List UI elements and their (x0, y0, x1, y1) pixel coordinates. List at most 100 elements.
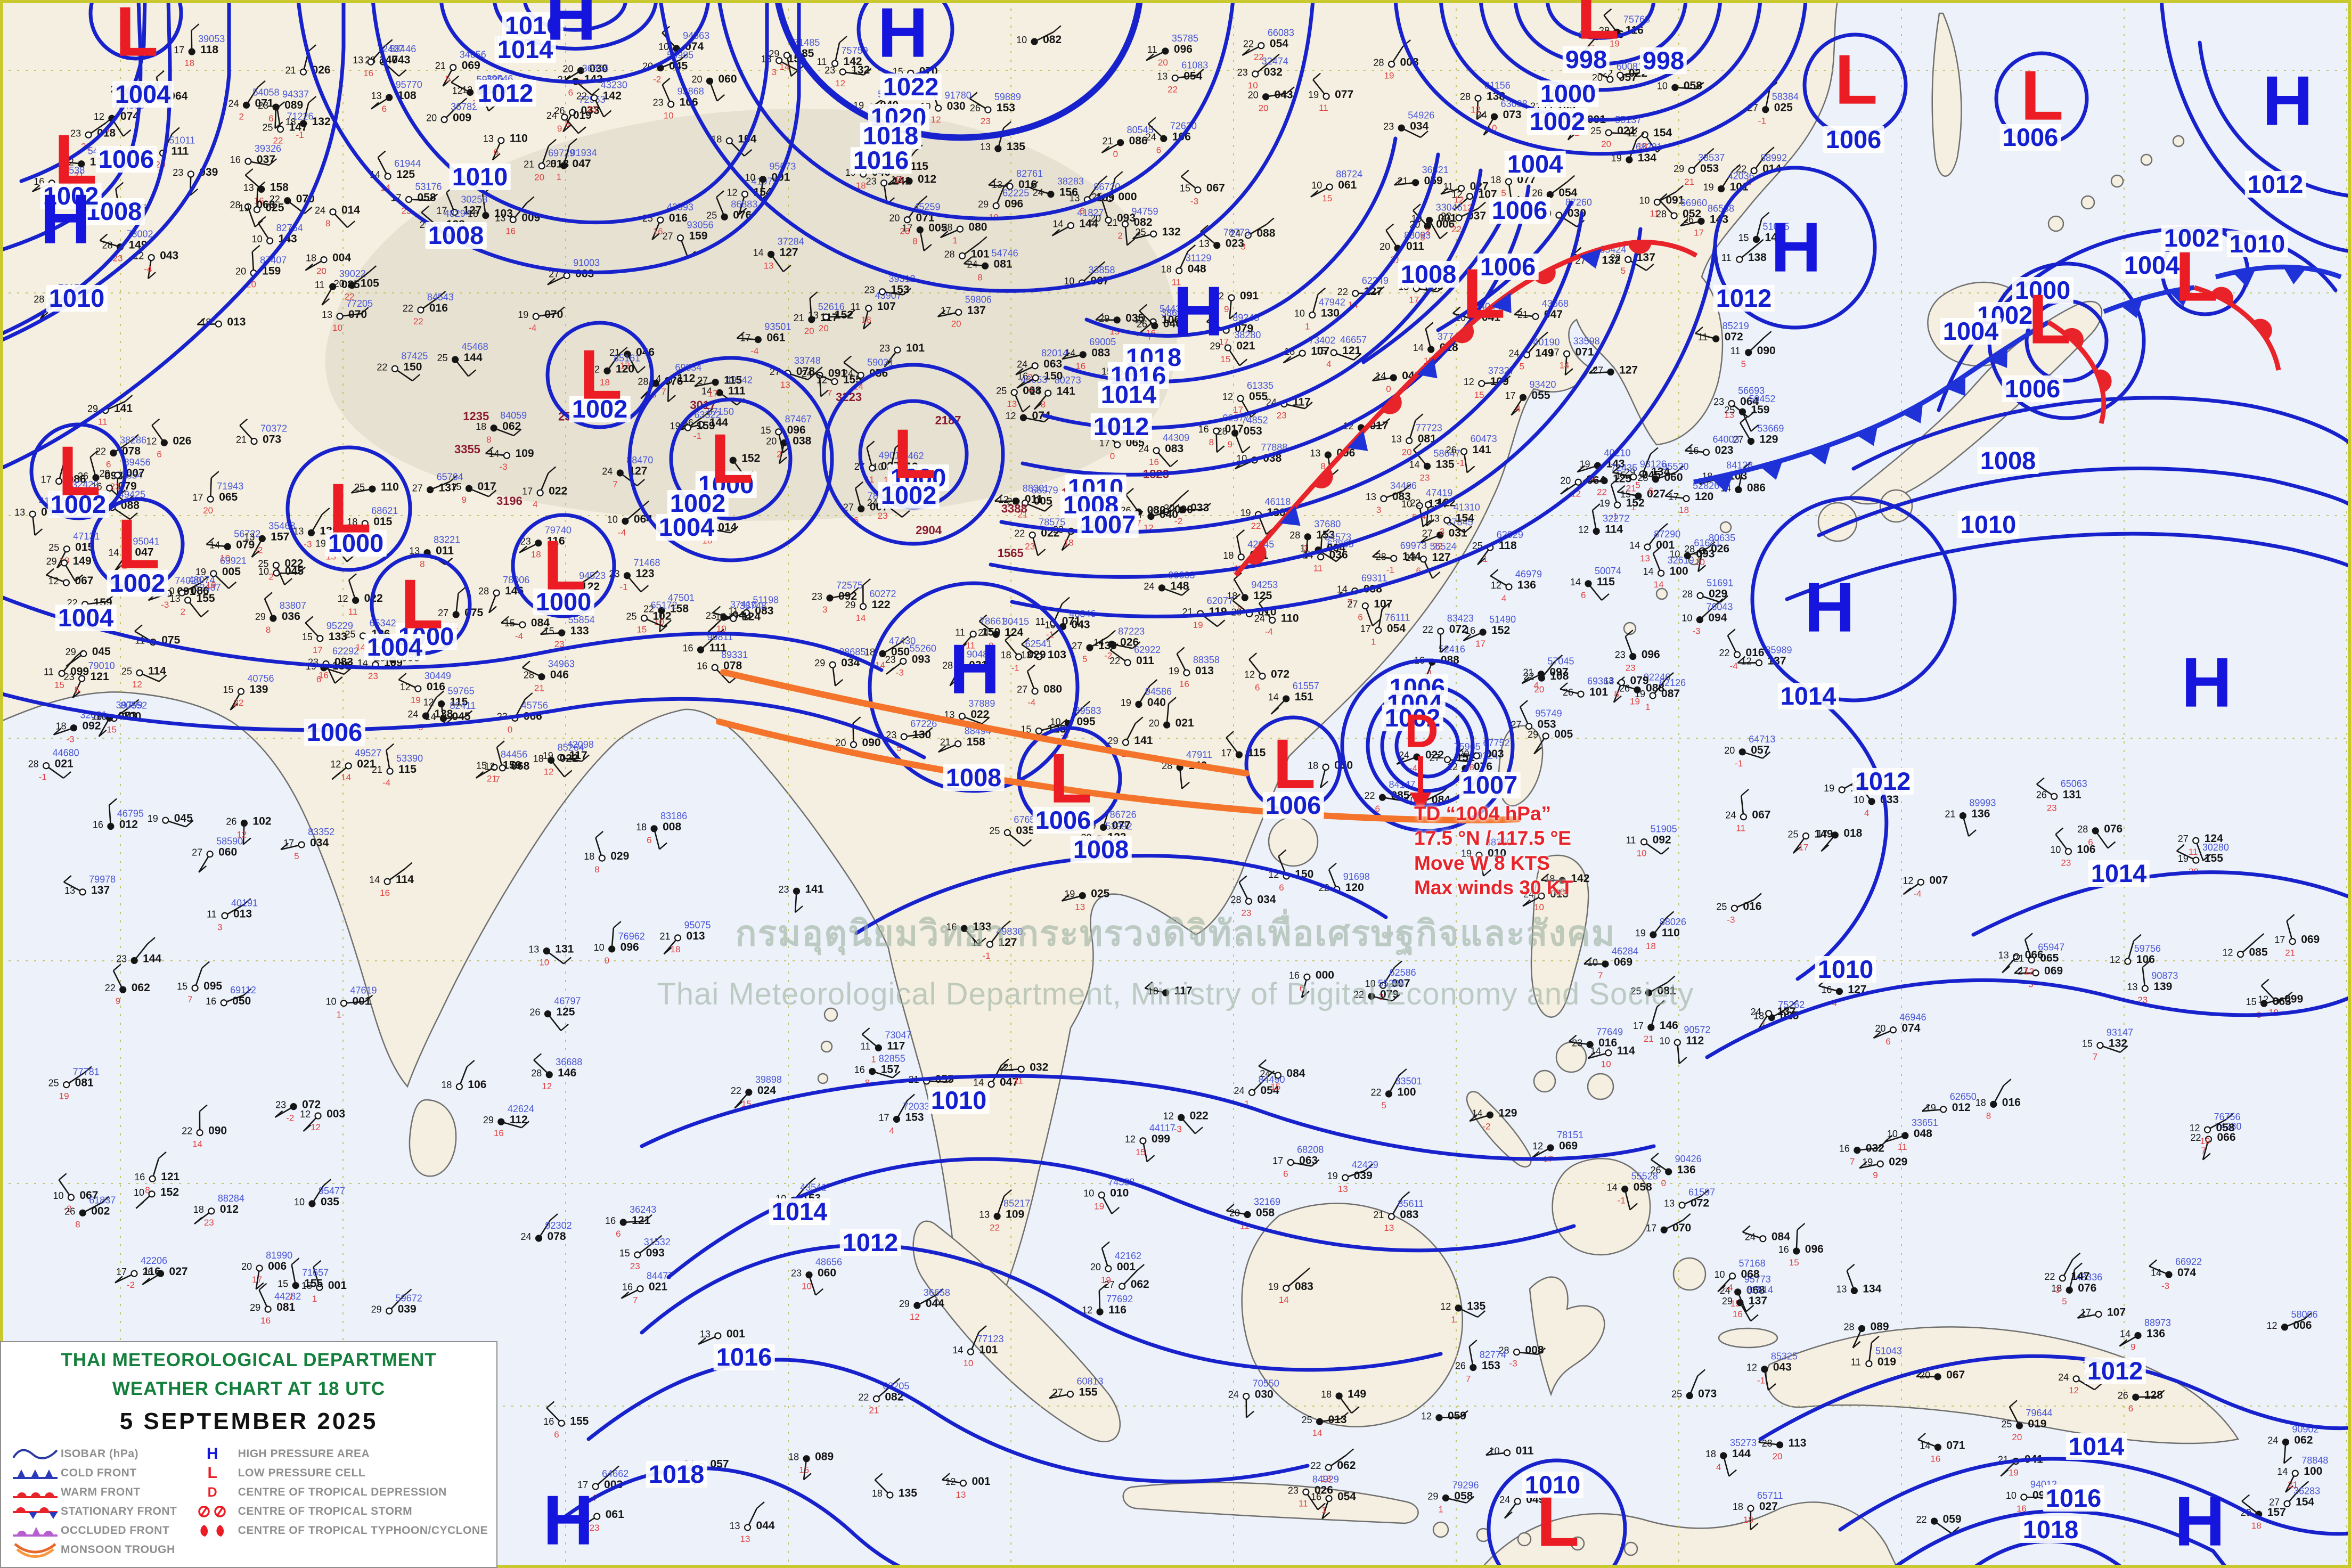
svg-text:85264: 85264 (558, 742, 584, 753)
svg-text:016: 016 (669, 212, 688, 224)
low-symbol: L (1834, 40, 1878, 119)
svg-text:21: 21 (487, 773, 497, 783)
svg-text:89331: 89331 (721, 649, 748, 660)
svg-text:11: 11 (1035, 616, 1046, 627)
svg-text:19: 19 (1703, 182, 1714, 193)
isobar-value-label: 1000 (2012, 277, 2074, 304)
svg-text:159: 159 (262, 265, 281, 277)
svg-text:12: 12 (1222, 391, 1233, 402)
isobar-value-label: 1014 (2066, 1433, 2127, 1460)
legend-right-row: L LOW PRESSURE CELL (187, 1464, 488, 1483)
svg-text:52416: 52416 (1439, 644, 1465, 655)
svg-text:-4: -4 (750, 346, 758, 356)
svg-text:10: 10 (1489, 1446, 1500, 1457)
svg-text:044: 044 (926, 1297, 944, 1310)
svg-text:8: 8 (594, 864, 599, 875)
svg-text:17: 17 (313, 645, 323, 655)
svg-text:005: 005 (928, 222, 947, 234)
svg-text:32272: 32272 (1603, 513, 1629, 524)
svg-text:12: 12 (484, 761, 495, 772)
svg-text:18: 18 (861, 315, 871, 325)
svg-text:3: 3 (1240, 242, 1245, 252)
svg-text:14: 14 (426, 712, 436, 722)
svg-text:24: 24 (1033, 187, 1043, 198)
svg-text:17: 17 (1694, 227, 1704, 238)
svg-text:51015: 51015 (1763, 221, 1790, 232)
svg-text:12: 12 (2110, 954, 2120, 965)
svg-text:14: 14 (779, 62, 789, 72)
svg-text:18: 18 (1733, 1501, 1743, 1512)
svg-text:21: 21 (869, 1405, 879, 1415)
svg-text:28: 28 (28, 759, 39, 770)
svg-text:-3: -3 (1190, 197, 1198, 207)
isobar-value-label: 1022 (880, 74, 942, 100)
svg-text:21: 21 (1517, 309, 1528, 320)
svg-text:072: 072 (1271, 668, 1289, 680)
svg-text:16: 16 (93, 819, 103, 830)
svg-text:21: 21 (435, 61, 446, 71)
svg-text:153: 153 (997, 102, 1015, 114)
isobar-value-label: 1008 (1977, 447, 2039, 474)
svg-text:139: 139 (249, 683, 268, 696)
svg-text:38286: 38286 (120, 435, 146, 446)
svg-text:-4: -4 (144, 264, 152, 274)
svg-text:8: 8 (912, 236, 917, 247)
svg-text:23: 23 (1025, 541, 1035, 551)
isobar-value-label: 1006 (1032, 807, 1094, 834)
svg-text:95520: 95520 (1662, 461, 1688, 472)
svg-text:22: 22 (1736, 164, 1746, 175)
legend-item-label: CENTRE OF TROPICAL TYPHOON/CYCLONE (238, 1524, 488, 1537)
svg-text:23: 23 (173, 167, 183, 178)
svg-text:23: 23 (2061, 858, 2071, 868)
svg-text:5: 5 (2062, 1296, 2067, 1306)
svg-text:13: 13 (322, 309, 332, 320)
svg-text:12: 12 (1491, 580, 1501, 591)
svg-text:54926: 54926 (1408, 110, 1434, 120)
svg-text:29: 29 (66, 647, 76, 657)
svg-text:134: 134 (1638, 152, 1656, 164)
svg-text:021: 021 (357, 758, 375, 770)
svg-text:23: 23 (778, 884, 789, 895)
svg-text:10: 10 (294, 1197, 305, 1207)
svg-text:-1: -1 (1046, 630, 1054, 640)
svg-text:23: 23 (275, 1100, 286, 1110)
svg-text:20: 20 (1259, 103, 1269, 113)
svg-text:65172: 65172 (650, 600, 677, 611)
svg-text:77123: 77123 (977, 1334, 1003, 1344)
svg-text:12: 12 (1741, 656, 1752, 666)
svg-text:015: 015 (75, 541, 94, 553)
svg-text:14: 14 (1413, 342, 1424, 353)
svg-text:023: 023 (1715, 444, 1733, 456)
svg-text:4: 4 (1326, 359, 1331, 369)
svg-text:54746: 54746 (992, 248, 1018, 258)
svg-text:19: 19 (206, 580, 216, 590)
svg-text:094: 094 (1708, 612, 1727, 624)
svg-text:127: 127 (780, 246, 798, 258)
svg-text:099: 099 (1152, 1133, 1170, 1145)
svg-text:14: 14 (1337, 584, 1348, 595)
svg-text:37680: 37680 (1314, 519, 1341, 529)
svg-text:20: 20 (241, 1261, 252, 1272)
svg-text:159: 159 (689, 230, 707, 242)
svg-text:086: 086 (1129, 135, 1148, 147)
svg-text:16: 16 (1930, 1453, 1940, 1464)
svg-text:1: 1 (1483, 554, 1488, 564)
svg-text:073: 073 (1698, 1388, 1717, 1400)
svg-text:15: 15 (1738, 232, 1749, 243)
svg-text:26: 26 (2118, 1390, 2128, 1401)
svg-text:25: 25 (1590, 126, 1601, 136)
svg-text:059: 059 (1943, 1513, 1962, 1525)
svg-text:33501: 33501 (1395, 1076, 1422, 1087)
svg-text:57168: 57168 (1739, 1258, 1766, 1269)
svg-text:5: 5 (1501, 188, 1506, 198)
svg-text:22: 22 (1243, 39, 1254, 50)
svg-text:36654: 36654 (582, 63, 609, 74)
svg-text:89245: 89245 (1232, 312, 1259, 323)
svg-text:28: 28 (638, 377, 648, 387)
svg-text:28: 28 (1637, 472, 1648, 483)
svg-text:12: 12 (1005, 411, 1016, 421)
svg-text:003: 003 (326, 1108, 345, 1120)
svg-text:10: 10 (1016, 35, 1027, 45)
svg-text:106: 106 (2136, 953, 2155, 966)
svg-text:045: 045 (285, 565, 304, 577)
